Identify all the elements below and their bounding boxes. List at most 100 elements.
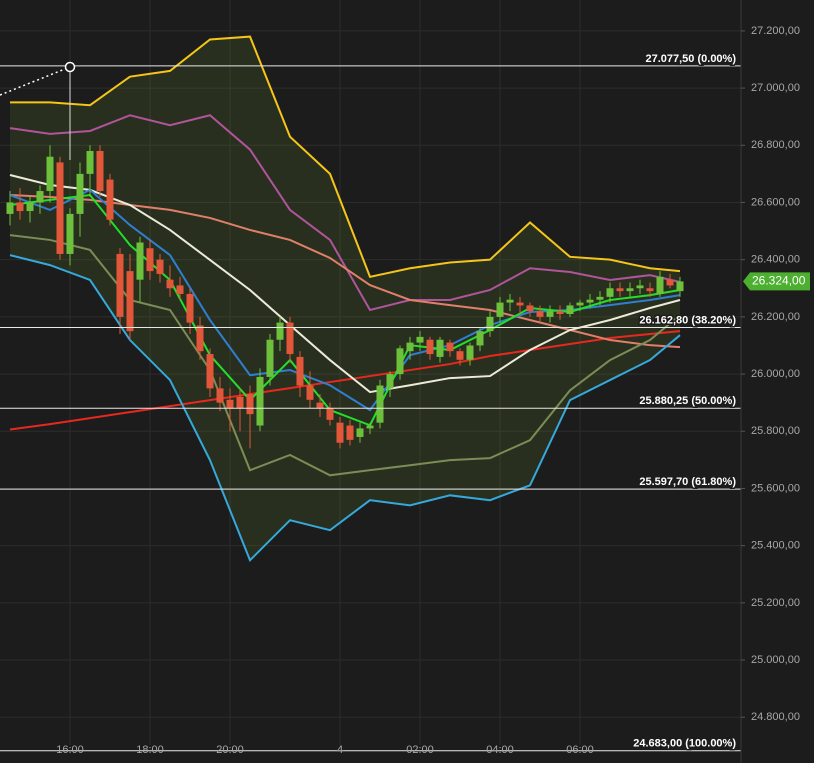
candle-body (536, 311, 544, 317)
level-layer: 27.077,50 (0.00%) 26.162,80 (38.20%) 25.88… (0, 51, 741, 752)
x-tick-label: 4 (337, 744, 343, 756)
candle-body (376, 385, 384, 423)
level-label: 26.162,80 (38.20%) (639, 314, 736, 326)
candle-body (366, 425, 374, 429)
candle-body (406, 342, 414, 352)
candle-body (626, 288, 634, 292)
candle-body (476, 331, 484, 346)
candle-body (396, 348, 404, 375)
candle-body (676, 281, 684, 292)
candle-body (216, 388, 224, 403)
candle-body (186, 293, 194, 323)
candle-body (36, 191, 44, 203)
y-tick-label: 26.800,00 (751, 139, 800, 151)
candle-body (436, 339, 444, 357)
candle-body (356, 428, 364, 437)
candle-body (196, 325, 204, 352)
anchor-handle[interactable] (64, 61, 76, 73)
candle-body (206, 354, 214, 389)
candle-body (66, 213, 74, 254)
level-label: 27.077,50 (0.00%) (645, 53, 736, 65)
candle-body (256, 376, 264, 426)
x-tick-label: 16:00 (56, 744, 84, 756)
candle-body (496, 302, 504, 317)
x-tick-label: 04:00 (486, 744, 514, 756)
candle-body (16, 202, 24, 212)
candle-body (326, 408, 334, 420)
price-tag-label: 26.324,00 (752, 274, 806, 288)
candle-body (116, 253, 124, 317)
candle-body (516, 302, 524, 306)
candle-body (136, 242, 144, 280)
y-tick-label: 25.200,00 (751, 597, 800, 609)
candle-body (486, 316, 494, 332)
y-tick-label: 25.800,00 (751, 425, 800, 437)
candle-body (236, 396, 244, 409)
candle-body (226, 399, 234, 409)
candle-layer (6, 145, 684, 449)
y-tick-label: 25.400,00 (751, 540, 800, 552)
indicator-line (9, 114, 681, 312)
candle-body (426, 339, 434, 355)
band-layer (10, 36, 680, 561)
x-tick-label: 18:00 (136, 744, 164, 756)
indicator-line (10, 35, 681, 278)
candle-body (46, 156, 54, 192)
candle-body (576, 302, 584, 306)
candle-body (176, 285, 184, 294)
candle-body (586, 299, 594, 303)
candle-body (286, 322, 294, 355)
candle-body (446, 342, 454, 352)
candle-body (6, 202, 14, 214)
candle-body (546, 311, 554, 317)
level-label: 25.597,70 (61.80%) (639, 476, 736, 488)
y-tick-label: 27.200,00 (751, 25, 800, 37)
candle-body (106, 179, 114, 220)
y-tick-label: 27.000,00 (751, 82, 800, 94)
candle-body (606, 288, 614, 297)
candle-body (386, 374, 394, 389)
candle-body (336, 422, 344, 443)
candle-body (416, 336, 424, 343)
candle-body (156, 259, 164, 274)
x-tick-label: 06:00 (566, 744, 594, 756)
y-tick-label: 26.000,00 (751, 368, 800, 380)
candle-body (56, 162, 64, 254)
y-tick-label: 26.400,00 (751, 254, 800, 266)
x-tick-label: 02:00 (406, 744, 434, 756)
candle-body (266, 339, 274, 377)
indicator-line (9, 174, 681, 394)
candle-body (596, 296, 604, 300)
candle-body (316, 402, 324, 409)
y-tick-label: 24.800,00 (751, 711, 800, 723)
candle-body (306, 385, 314, 400)
y-tick-label: 26.600,00 (751, 196, 800, 208)
candle-body (666, 279, 674, 286)
indicator-line (9, 330, 681, 431)
axis-layer: 27.200,00 27.000,00 26.800,00 26.600,00 26.4… (56, 25, 810, 756)
band-fill (10, 36, 680, 561)
indicator-line (9, 194, 681, 349)
candle-body (466, 345, 474, 360)
candle-body (296, 356, 304, 386)
candle-body (276, 322, 284, 340)
candle-body (566, 305, 574, 315)
price-tag (743, 272, 810, 291)
candle-body (146, 248, 154, 272)
candle-body (556, 311, 564, 315)
y-tick-label: 25.600,00 (751, 482, 800, 494)
y-tick-label: 26.200,00 (751, 311, 800, 323)
indicator-line (9, 193, 681, 427)
candle-body (166, 279, 174, 289)
candle-body (506, 299, 514, 303)
candle-body (656, 276, 664, 294)
candle-body (526, 305, 534, 312)
candle-body (246, 394, 254, 415)
x-tick-label: 20:00 (216, 744, 244, 756)
candle-body (346, 425, 354, 440)
candle-body (26, 202, 34, 212)
y-tick-label: 25.000,00 (751, 654, 800, 666)
